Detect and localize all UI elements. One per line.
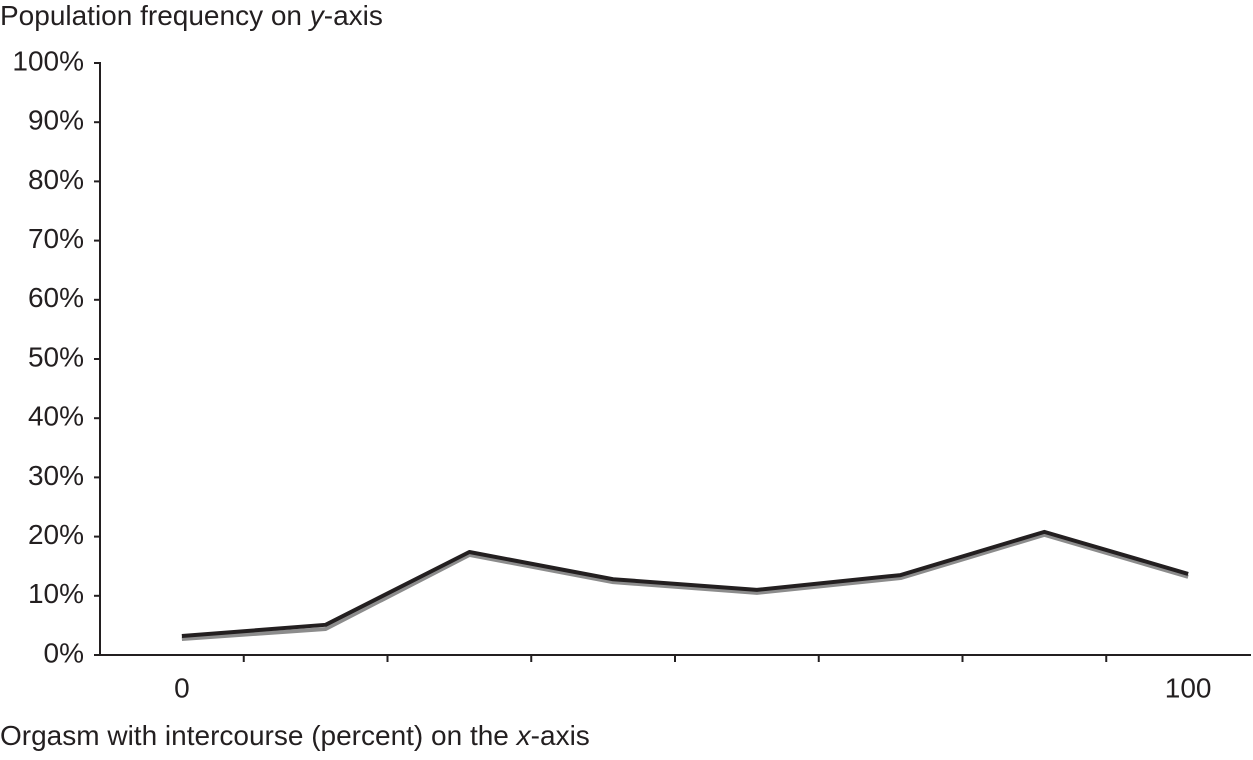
x-axis-label: Orgasm with intercourse (percent) on the… <box>0 720 590 751</box>
label-part: Orgasm with intercourse (percent) on the <box>0 720 517 751</box>
y-tick-label: 100% <box>12 45 84 76</box>
y-tick-label: 80% <box>28 164 84 195</box>
y-tick-label: 60% <box>28 282 84 313</box>
x-tick-label: 0 <box>174 672 190 703</box>
label-part: -axis <box>531 720 590 751</box>
data-line <box>181 529 1189 639</box>
data-line <box>181 532 1189 642</box>
label-part: x <box>515 720 532 751</box>
label-part: Population frequency on <box>0 0 310 31</box>
label-part: y <box>308 0 326 31</box>
y-tick-label: 20% <box>28 519 84 550</box>
x-tick-label: 100 <box>1165 672 1212 703</box>
y-axis-label: Population frequency on y-axis <box>0 0 383 31</box>
y-tick-label: 70% <box>28 223 84 254</box>
y-tick-label: 30% <box>28 460 84 491</box>
y-tick-label: 10% <box>28 578 84 609</box>
y-tick-label: 40% <box>28 401 84 432</box>
y-tick-label: 0% <box>44 637 84 668</box>
y-tick-label: 90% <box>28 105 84 136</box>
label-part: -axis <box>324 0 383 31</box>
y-tick-label: 50% <box>28 341 84 372</box>
